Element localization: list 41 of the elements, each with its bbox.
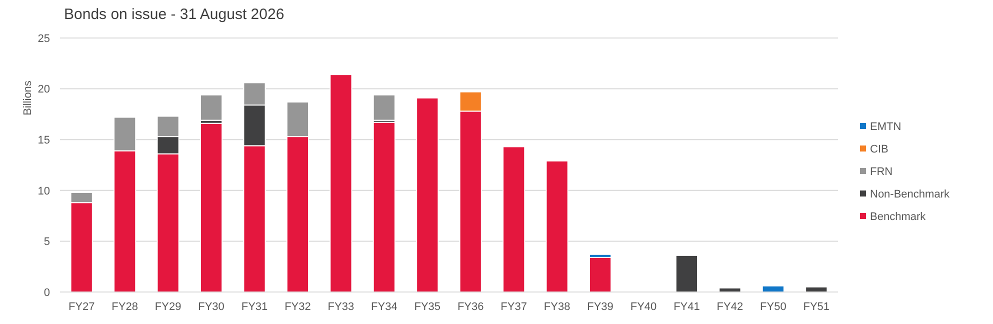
y-tick-label: 25 xyxy=(38,32,50,45)
bar xyxy=(372,122,396,292)
x-tick-label: FY27 xyxy=(68,301,95,313)
legend-label: EMTN xyxy=(870,120,902,133)
x-tick-label: FY34 xyxy=(371,301,398,313)
bar xyxy=(372,94,396,121)
chart-title: Bonds on issue - 31 August 2026 xyxy=(64,6,284,23)
legend-label: Benchmark xyxy=(870,210,926,223)
legend-label: CIB xyxy=(870,143,888,156)
y-tick-label: 0 xyxy=(44,286,50,299)
bar xyxy=(502,146,526,292)
bar xyxy=(200,94,223,121)
bar xyxy=(416,97,439,292)
x-tick-label: FY32 xyxy=(284,301,311,313)
x-tick-label: FY50 xyxy=(760,301,786,313)
bar xyxy=(200,122,223,292)
y-tick-label: 5 xyxy=(44,236,50,248)
bar xyxy=(330,74,352,292)
x-tick-label: FY40 xyxy=(630,301,657,313)
x-tick-label: FY36 xyxy=(457,301,484,313)
x-tick-label: FY42 xyxy=(716,301,744,313)
x-tick-label: FY28 xyxy=(112,301,138,313)
x-tick-label: FY35 xyxy=(414,301,441,313)
x-tick-label: FY30 xyxy=(198,301,224,313)
legend-label: FRN xyxy=(870,166,893,178)
x-tick-label: FY33 xyxy=(328,301,354,313)
bar xyxy=(588,256,612,292)
x-tick-label: FY31 xyxy=(241,301,268,313)
bar xyxy=(675,254,698,292)
x-tick-label: FY29 xyxy=(154,301,182,313)
x-tick-label: FY51 xyxy=(803,301,830,313)
y-tick-label: 10 xyxy=(38,185,50,198)
x-tick-label: FY39 xyxy=(587,301,614,313)
x-tick-label: FY41 xyxy=(674,301,700,313)
y-axis-title: Billions xyxy=(22,80,34,116)
bar xyxy=(546,160,568,292)
y-tick-label: 20 xyxy=(38,84,50,96)
y-tick-label: 15 xyxy=(38,134,50,146)
legend-label: Non-Benchmark xyxy=(870,188,950,200)
x-tick-label: FY38 xyxy=(544,301,570,313)
x-tick-label: FY37 xyxy=(500,301,527,313)
